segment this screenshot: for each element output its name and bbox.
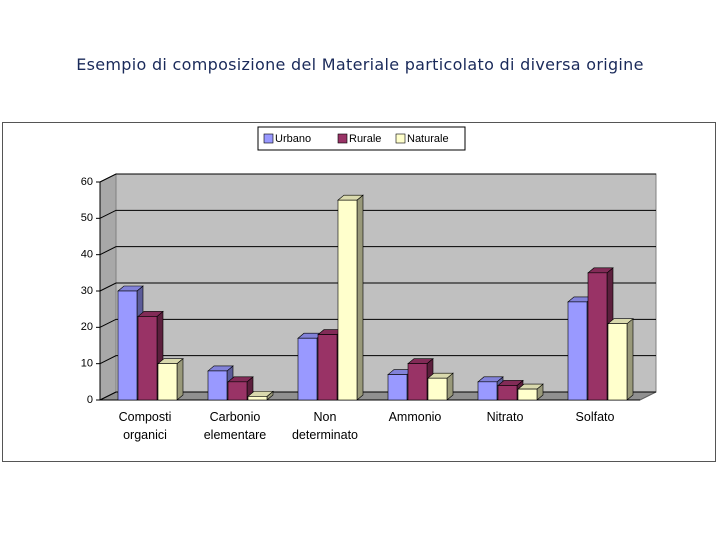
bar-side xyxy=(176,358,184,401)
x-tick-label: Solfato xyxy=(575,410,615,424)
bar-front xyxy=(477,381,498,401)
legend-label: Naturale xyxy=(407,133,449,145)
bar-front xyxy=(137,316,158,401)
grid-line xyxy=(99,209,656,219)
grid-line xyxy=(99,173,656,183)
bar-front xyxy=(567,301,588,401)
x-tick-label: Non determinato xyxy=(291,410,358,442)
legend-label: Urbano xyxy=(275,133,311,145)
y-tick-label: 10 xyxy=(81,358,93,370)
legend-label: Rurale xyxy=(349,133,381,145)
bar xyxy=(157,358,184,401)
bar-front xyxy=(317,334,338,401)
bar xyxy=(517,383,544,401)
grid-line xyxy=(99,246,656,256)
legend-box xyxy=(257,126,466,151)
x-tick-label: Ammonio xyxy=(388,410,442,424)
x-tick-label: Carbonio elementare xyxy=(203,410,267,442)
chart-frame xyxy=(2,122,716,462)
x-tick-label: Composti organici xyxy=(118,410,172,442)
y-tick-label: 60 xyxy=(81,176,93,188)
legend-swatch xyxy=(263,133,274,144)
bar-front xyxy=(157,363,178,401)
bar-front xyxy=(297,337,318,401)
bar-front xyxy=(387,374,408,401)
bar xyxy=(427,372,454,401)
bar xyxy=(337,194,364,401)
bar-front xyxy=(587,272,608,401)
bar-front xyxy=(497,385,518,401)
y-tick-label: 40 xyxy=(81,249,93,261)
slide-title: Esempio di composizione del Materiale pa… xyxy=(76,55,644,74)
bar-front xyxy=(607,323,628,401)
bar-side xyxy=(626,318,634,401)
bar xyxy=(607,318,634,401)
bar xyxy=(247,390,274,401)
y-tick-label: 20 xyxy=(81,321,93,333)
y-tick-label: 0 xyxy=(87,394,93,406)
bar-front xyxy=(517,388,538,401)
bar-front xyxy=(117,290,138,401)
bar-front xyxy=(337,199,358,401)
grid-line xyxy=(99,391,656,401)
bar-front xyxy=(427,377,448,401)
bar-side xyxy=(356,194,364,401)
legend-swatch xyxy=(337,133,348,144)
x-tick-label: Nitrato xyxy=(486,410,524,424)
y-tick-label: 30 xyxy=(81,285,93,297)
bar-front xyxy=(407,363,428,401)
legend-swatch xyxy=(395,133,406,144)
bar-front xyxy=(247,396,268,401)
grid-line xyxy=(99,318,656,328)
grid-line xyxy=(99,355,656,365)
bar-front xyxy=(207,370,228,401)
y-tick-label: 50 xyxy=(81,212,93,224)
grid-line xyxy=(99,282,656,292)
bar-front xyxy=(227,381,248,401)
